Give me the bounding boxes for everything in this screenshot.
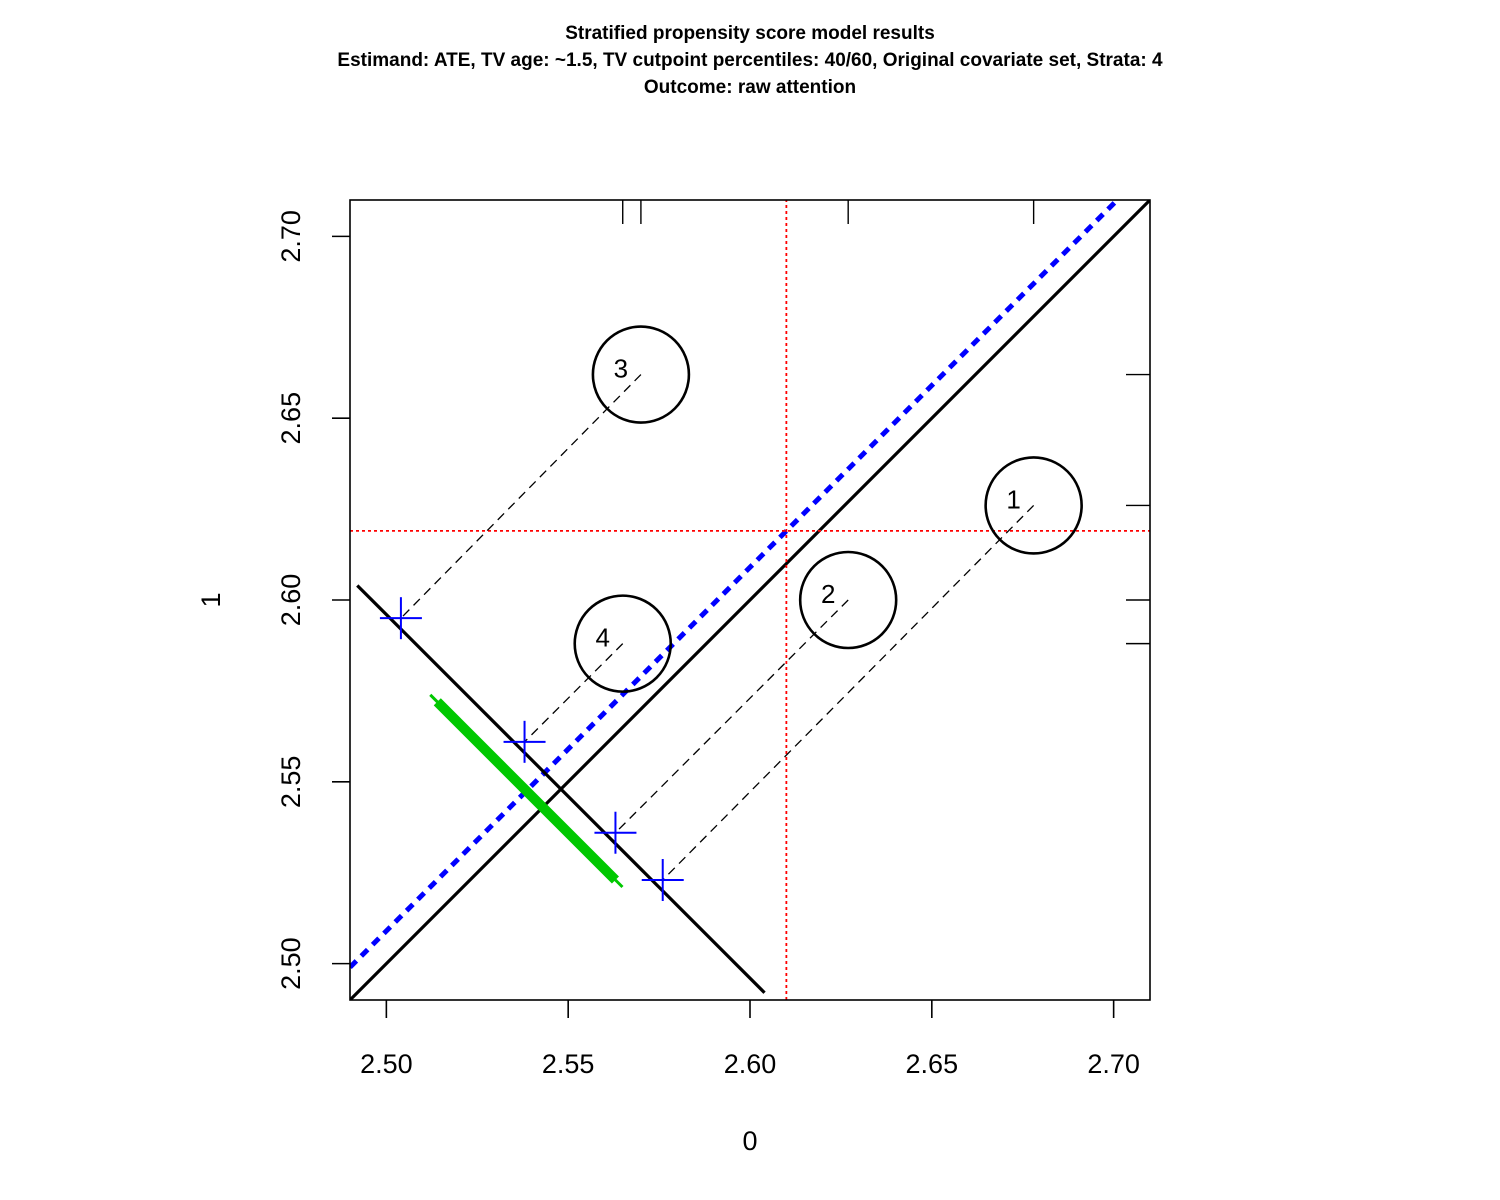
chart-outcome-title: Outcome: raw attention	[643, 77, 857, 98]
y-tick-label-2.60: 2.60	[276, 574, 306, 627]
x-tick-label-2.55: 2.55	[542, 1049, 595, 1079]
projection-connector-3	[400, 374, 642, 619]
x-tick-label-2.60: 2.60	[724, 1049, 777, 1079]
projection-axis-line	[356, 584, 766, 994]
x-tick-label-2.65: 2.65	[906, 1049, 959, 1079]
projection-point-2	[594, 811, 637, 854]
plot-overlay: 1 2 3 4	[356, 325, 1083, 994]
confidence-interval	[433, 698, 619, 884]
stratum-label-4: 4	[595, 623, 609, 653]
stratum-circle-2	[798, 550, 898, 650]
identity-line	[350, 200, 1150, 1000]
x-axis-label: 0	[742, 1126, 757, 1156]
projection-connector-1	[662, 504, 1035, 881]
x-tick-label-2.70: 2.70	[1087, 1049, 1140, 1079]
stratum-circle-4	[573, 594, 673, 693]
y-tick-label-2.65: 2.65	[276, 392, 306, 445]
stratum-circle-3	[591, 325, 691, 424]
stratum-label-2: 2	[821, 579, 835, 609]
y-axis-label: 1	[196, 592, 226, 607]
stratum-circle-1	[984, 456, 1083, 555]
chart-title: Stratified propensity score model result…	[565, 23, 935, 44]
x-tick-label-2.50: 2.50	[360, 1049, 413, 1079]
stratum-label-3: 3	[614, 354, 628, 384]
confidence-interval-cap-2	[607, 871, 624, 889]
chart-subtitle: Estimand: ATE, TV age: ~1.5, TV cutpoint…	[337, 50, 1163, 71]
stratum-label-1: 1	[1006, 484, 1020, 514]
plot-area	[350, 200, 1150, 1000]
y-tick-label-2.50: 2.50	[276, 937, 306, 990]
y-tick-label-2.55: 2.55	[276, 756, 306, 809]
projection-connector-2	[614, 599, 849, 834]
projection-point-1	[641, 859, 684, 901]
confidence-interval-cap-1	[429, 693, 446, 710]
chart-titles: Stratified propensity score model result…	[0, 20, 1500, 101]
axes: 2.50 2.55 2.60 2.65 2.70 2.50 2.55 2.60 2.65 2.70	[276, 200, 1150, 1079]
y-tick-label-2.70: 2.70	[276, 210, 306, 263]
projection-connector-4	[524, 643, 624, 743]
projection-point-3	[379, 597, 422, 640]
effect-line	[350, 200, 1121, 970]
projection-point-4	[503, 720, 546, 763]
